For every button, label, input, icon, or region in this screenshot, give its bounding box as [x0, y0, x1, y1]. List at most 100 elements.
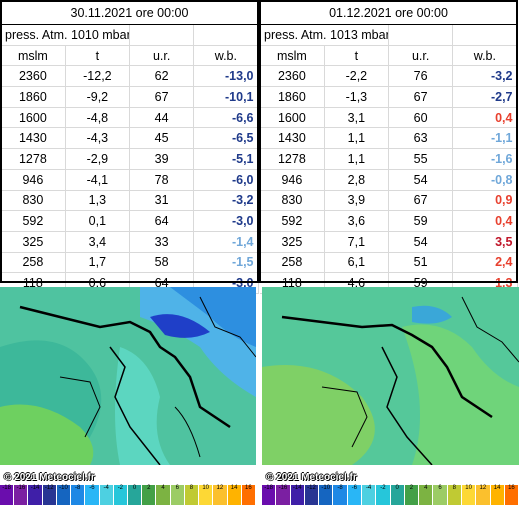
legend-label: 2	[409, 485, 414, 491]
legend-swatch: 4	[156, 485, 171, 505]
cell-wb: -6,5	[193, 127, 259, 150]
right-pressure: press. Atm. 1013 mbar	[260, 24, 389, 46]
legend-label: 16	[244, 485, 252, 491]
legend-swatch: -6	[347, 485, 362, 505]
legend-swatch: -8	[333, 485, 348, 505]
col-header-ur: u.r.	[129, 45, 195, 67]
cell-ur: 59	[388, 210, 454, 232]
cell-mslm: 1860	[1, 86, 66, 108]
cell-mslm: 1600	[260, 107, 325, 129]
col-header-wb: w.b.	[452, 45, 518, 67]
legend-label: 4	[424, 485, 428, 491]
table-row: 325 3,4 33 -1,4	[1, 231, 259, 253]
legend-swatch: 16	[241, 485, 256, 505]
left-sounding-table: 30.11.2021 ore 00:00 press. Atm. 1010 mb…	[0, 0, 259, 294]
right-sounding-panel: 01.12.2021 ore 00:00 press. Atm. 1013 mb…	[259, 0, 518, 294]
cell-ur: 62	[129, 65, 195, 88]
legend-label: -8	[75, 485, 81, 491]
col-header-mslm: mslm	[260, 45, 325, 67]
cell-mslm: 946	[1, 169, 66, 191]
legend-label: 14	[493, 485, 501, 491]
cell-wb: -5,1	[193, 148, 259, 170]
legend-label: -8	[337, 485, 343, 491]
legend-swatch: 8	[447, 485, 462, 505]
left-pressure: press. Atm. 1010 mbar	[1, 24, 130, 46]
table-row: 592 0,1 64 -3,0	[1, 210, 259, 232]
legend-swatch: 2	[142, 485, 157, 505]
legend-swatch: 14	[227, 485, 242, 505]
legend-label: -2	[117, 485, 124, 491]
cell-wb: -1,4	[193, 231, 259, 253]
cell-ur: 44	[129, 107, 195, 129]
cell-t: -2,2	[324, 65, 390, 88]
cell-mslm: 2360	[260, 65, 325, 88]
cell-mslm: 258	[1, 252, 66, 274]
right-table-body: 2360 -2,2 76 -3,2 1860 -1,3 67 -2,7 1600 3,1 60 0,4…	[260, 65, 518, 294]
legend-swatch: -8	[71, 485, 86, 505]
cell-t: -4,1	[65, 169, 131, 191]
cell-wb: 0,4	[452, 210, 518, 232]
legend-swatch: -10	[56, 485, 72, 505]
legend-swatch: -6	[85, 485, 100, 505]
legend-label: 8	[452, 485, 456, 491]
table-row: 1278 -2,9 39 -5,1	[1, 148, 259, 170]
cell-ur: 33	[129, 231, 195, 253]
cell-ur: 45	[129, 127, 195, 150]
col-header-t: t	[324, 45, 390, 67]
cell-wb: 0,4	[452, 107, 518, 129]
legend-label: -14	[30, 485, 40, 491]
table-row: 1860 -1,3 67 -2,7	[260, 86, 518, 108]
legend-label: 10	[465, 485, 472, 491]
left-sounding-panel: 30.11.2021 ore 00:00 press. Atm. 1010 mb…	[0, 0, 259, 294]
cell-ur: 54	[388, 169, 454, 191]
legend-label: -12	[307, 485, 316, 491]
legend-swatch: 6	[433, 485, 448, 505]
cell-wb: -6,6	[193, 107, 259, 129]
cell-wb: 0,9	[452, 190, 518, 212]
cell-t: 1,1	[324, 148, 390, 170]
cell-mslm: 1860	[260, 86, 325, 108]
cell-wb: -3,2	[452, 65, 518, 88]
legend-swatch: -18	[0, 485, 15, 505]
cell-ur: 67	[388, 190, 454, 212]
cell-t: 1,3	[65, 190, 131, 212]
legend-swatch: 6	[170, 485, 185, 505]
right-map-graphic	[262, 287, 519, 465]
cell-wb: 3,5	[452, 231, 518, 253]
legend-swatch: 12	[213, 485, 228, 505]
cell-t: 1,7	[65, 252, 131, 274]
cell-ur: 54	[388, 231, 454, 253]
legend-swatch: 8	[184, 485, 200, 505]
cell-t: -4,3	[65, 127, 131, 150]
legend-swatch: -10	[319, 485, 334, 505]
legend-swatch: 0	[127, 485, 143, 505]
col-header-ur: u.r.	[388, 45, 454, 67]
cell-t: -9,2	[65, 86, 131, 108]
cell-t: 3,9	[324, 190, 390, 212]
table-row: 1430 1,1 63 -1,1	[260, 127, 518, 150]
table-row: 830 1,3 31 -3,2	[1, 190, 259, 212]
cell-ur: 67	[129, 86, 195, 108]
cell-wb: -1,1	[452, 127, 518, 150]
legend-label: -10	[321, 485, 331, 491]
legend-label: 12	[479, 485, 487, 491]
legend-label: 2	[147, 485, 151, 491]
table-row: 1860 -9,2 67 -10,1	[1, 86, 259, 108]
legend-swatch: -18	[262, 485, 277, 505]
cell-mslm: 2360	[1, 65, 66, 88]
cell-t: 6,1	[324, 252, 390, 274]
cell-ur: 55	[388, 148, 454, 170]
legend-swatch: 2	[404, 485, 420, 505]
legend-label: -12	[44, 485, 54, 491]
legend-label: 0	[395, 485, 399, 491]
left-color-legend: -18 -16 -14 -12 -10 -8 -6 -4 -2 0 2 4 6 8 10 12 14 16	[0, 485, 256, 505]
cell-ur: 76	[388, 65, 454, 88]
cell-ur: 60	[388, 107, 454, 129]
cell-mslm: 1430	[1, 127, 66, 150]
table-row: 2360 -12,2 62 -13,0	[1, 65, 259, 88]
legend-label: -4	[103, 485, 109, 491]
cell-mslm: 258	[260, 252, 325, 274]
right-temperature-map: © 2021 Meteociel.fr	[262, 287, 519, 485]
legend-swatch: -2	[113, 485, 128, 505]
legend-swatch: 14	[490, 485, 505, 505]
